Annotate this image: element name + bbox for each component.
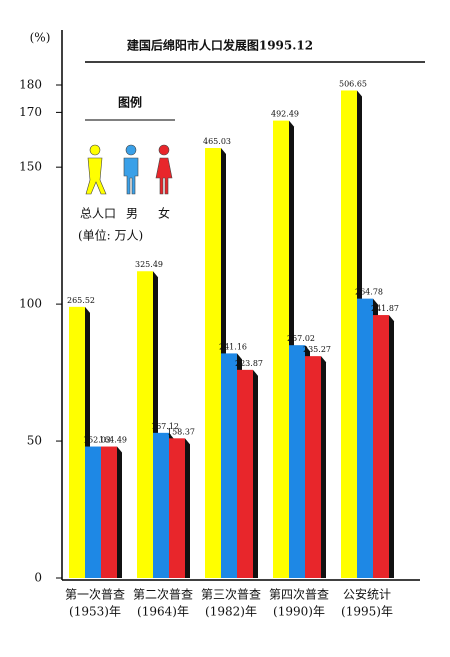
y-tick-label: 50 xyxy=(27,434,42,448)
chart-title: 建国后绵阳市人口发展图1995.12 xyxy=(126,38,313,53)
bar-shadow xyxy=(117,446,122,578)
population-label: 235.27 xyxy=(303,345,331,354)
x-tick-label: (1990)年 xyxy=(273,605,325,619)
x-tick-label: (1953)年 xyxy=(69,605,121,619)
x-tick-label: (1995)年 xyxy=(341,605,393,619)
population-label: 241.87 xyxy=(371,304,399,313)
bar-shadow xyxy=(253,369,258,578)
population-label: 164.49 xyxy=(99,436,127,445)
bar xyxy=(101,446,117,578)
unit-note: (单位: 万人) xyxy=(78,228,143,243)
bar xyxy=(373,315,389,578)
population-label: 325.49 xyxy=(135,260,163,269)
population-label: 492.49 xyxy=(271,110,299,119)
y-tick-label: 0 xyxy=(34,571,42,585)
bar xyxy=(289,345,305,578)
population-label: 241.16 xyxy=(219,342,247,351)
bar-shadow xyxy=(321,356,326,578)
x-tick-label: 公安统计 xyxy=(343,587,391,602)
bar-shadow xyxy=(185,438,190,578)
x-tick-label: 第四次普查 xyxy=(269,588,329,602)
bar xyxy=(169,438,185,578)
bar xyxy=(85,446,101,578)
legend-label: 总人口 xyxy=(80,207,116,221)
population-label: 167.12 xyxy=(151,422,179,431)
population-label: 465.03 xyxy=(203,137,231,146)
bar xyxy=(221,353,237,578)
bar xyxy=(341,90,357,578)
population-label: 506.65 xyxy=(339,79,367,88)
legend-title: 图例 xyxy=(118,95,142,110)
bar xyxy=(69,306,85,578)
x-tick-label: 第二次普查 xyxy=(133,588,193,602)
x-tick-label: 第一次普查 xyxy=(65,588,125,602)
population-label: 152.03 xyxy=(83,436,111,445)
bar xyxy=(273,120,289,578)
population-label: 223.87 xyxy=(235,359,263,368)
bar-shadow xyxy=(389,315,394,578)
bar xyxy=(153,432,169,578)
bar xyxy=(137,271,153,578)
bar xyxy=(205,147,221,578)
population-label: 158.37 xyxy=(167,427,195,436)
legend-label: 男 xyxy=(126,207,138,221)
population-label: 264.78 xyxy=(355,288,383,297)
x-tick-label: (1964)年 xyxy=(137,605,189,619)
y-tick-label: 180 xyxy=(19,78,42,92)
y-axis-label: (%) xyxy=(30,31,51,45)
legend-label: 女 xyxy=(158,206,170,221)
bar xyxy=(357,298,373,578)
y-tick-label: 150 xyxy=(19,160,42,174)
x-tick-label: (1982)年 xyxy=(205,605,257,619)
bar xyxy=(237,369,253,578)
population-label: 257.02 xyxy=(287,334,315,343)
legend-icons xyxy=(85,144,173,195)
x-tick-label: 第三次普查 xyxy=(201,588,261,602)
population-label: 265.52 xyxy=(67,296,95,305)
y-tick-label: 170 xyxy=(19,105,42,119)
y-tick-label: 100 xyxy=(19,297,42,311)
bar xyxy=(305,356,321,578)
